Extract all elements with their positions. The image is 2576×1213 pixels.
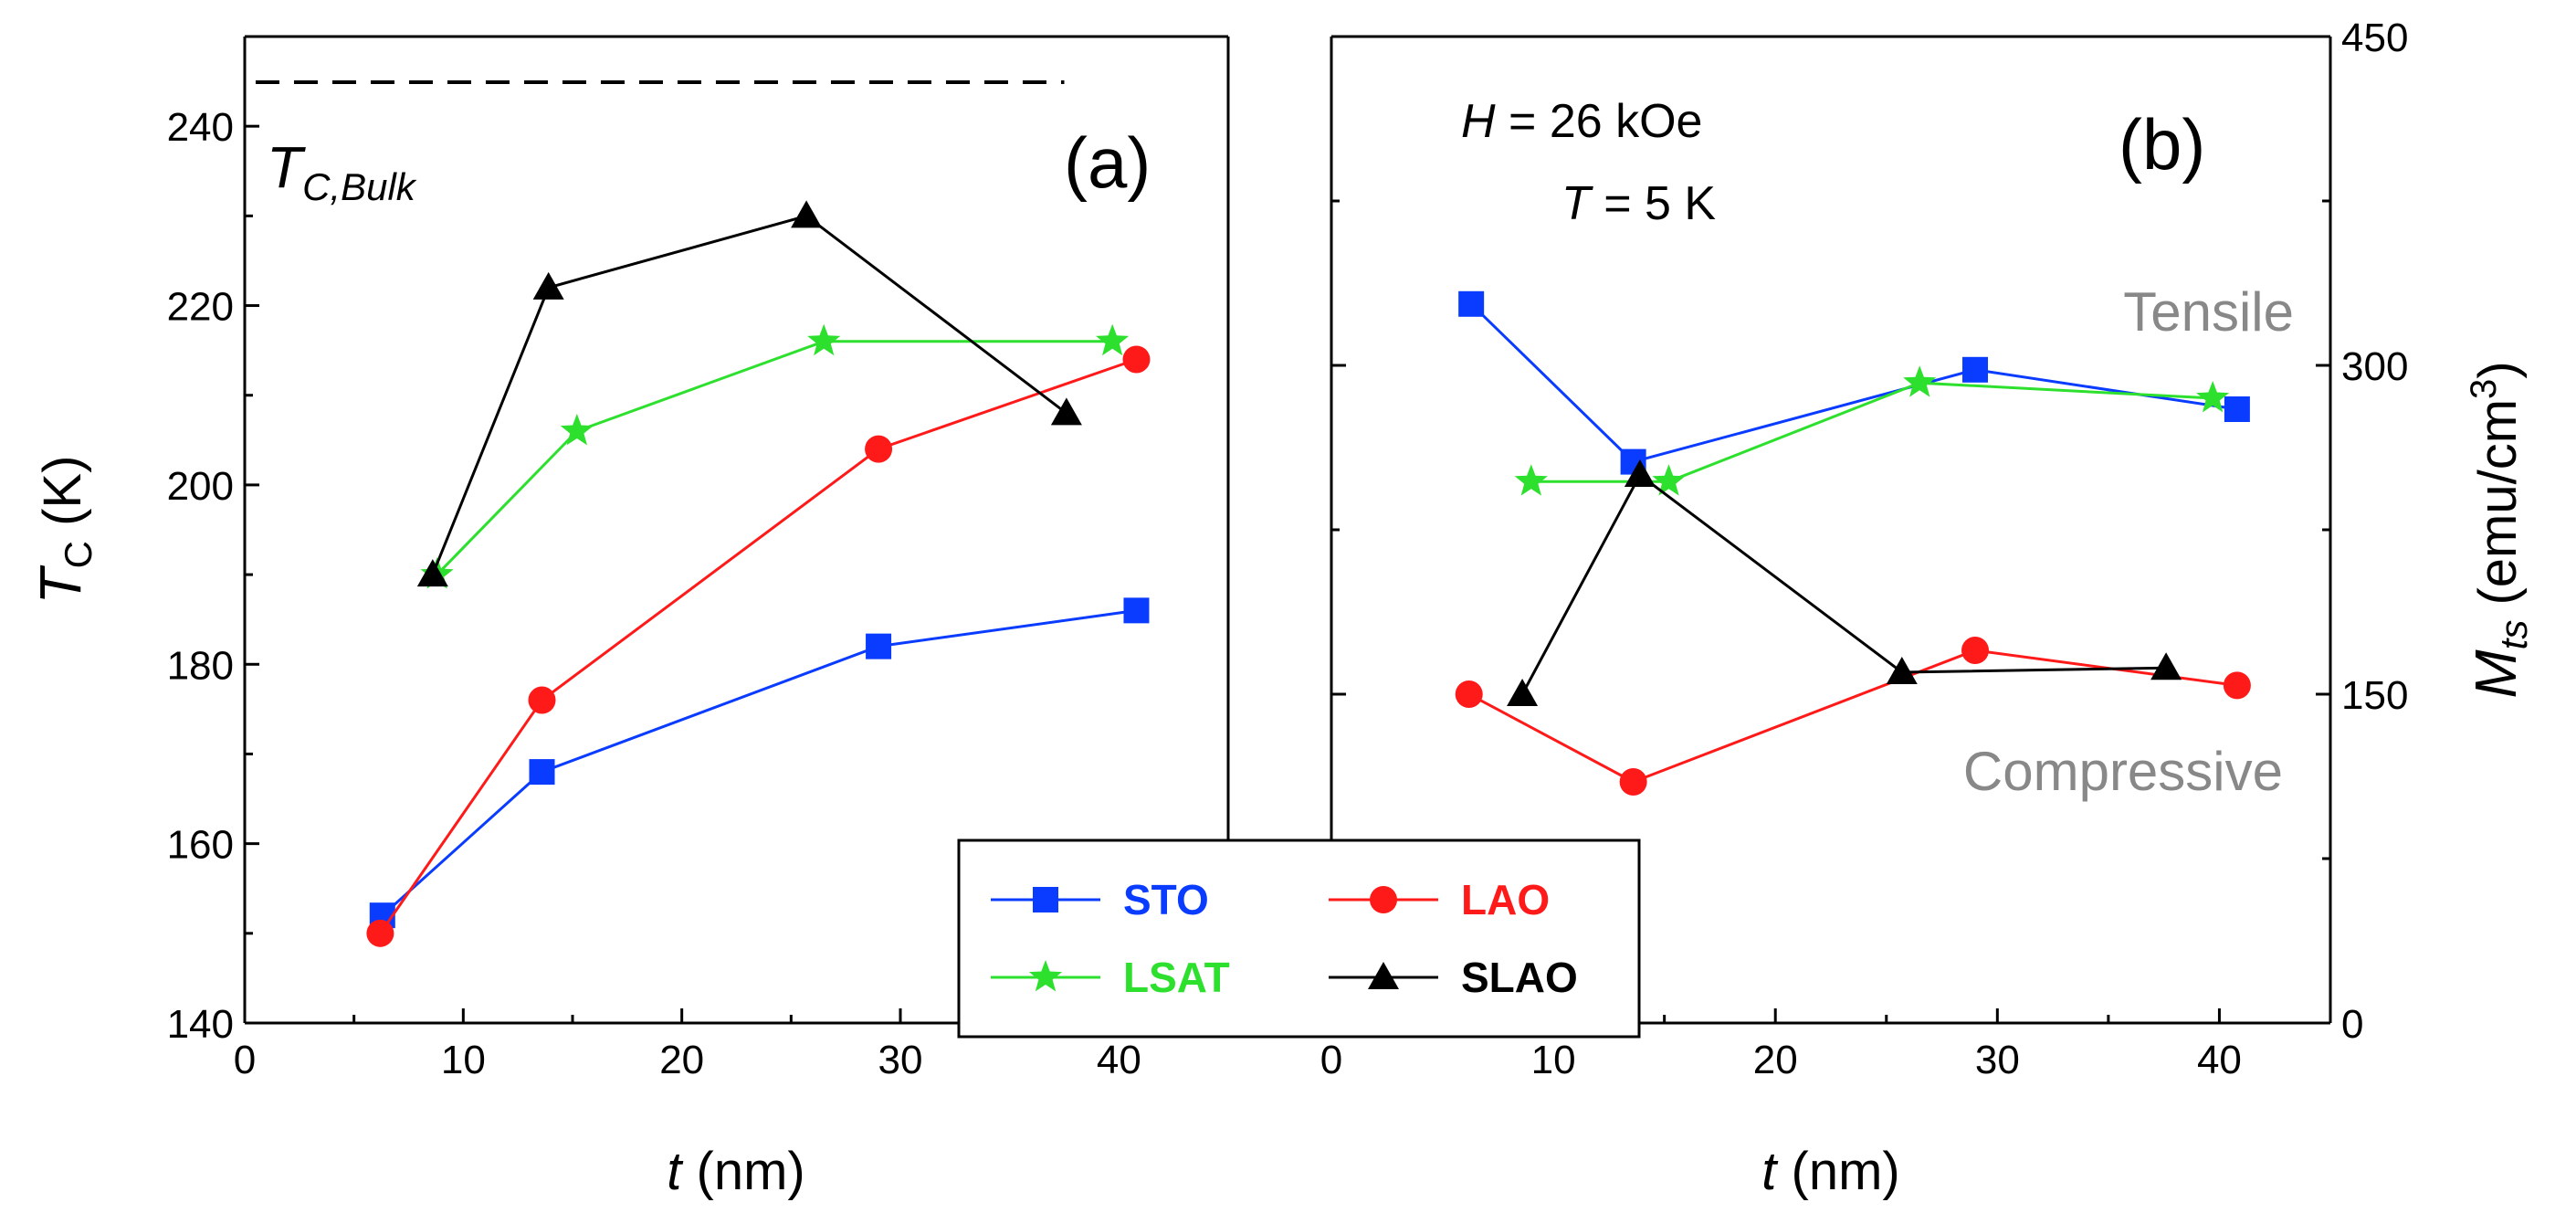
panel-a-series-lsat-point (1096, 323, 1130, 356)
panel-a-series-lao-point (1122, 345, 1151, 374)
panel-b-label: (b) (2119, 104, 2205, 185)
panel-a-series-sto-point (1123, 597, 1150, 624)
legend-lsat-marker (1028, 960, 1063, 992)
panel-a-series-sto-line (381, 608, 1137, 917)
panel-b-x-tick-label: 40 (2197, 1038, 2242, 1082)
panel-b-series-lao-point (1455, 680, 1483, 708)
panel-a-series-sto-point (866, 633, 892, 659)
panel-b-series-lao-point (2223, 671, 2251, 700)
panel-a-y-tick-label: 160 (167, 823, 234, 868)
panel-b-series-slao-point (1507, 679, 1539, 706)
panel-a-series-slao-point (416, 559, 448, 587)
panel-b-y-axis-label: Mts (emu/cm3) (2463, 361, 2535, 698)
compressive-annotation: Compressive (1963, 741, 2283, 802)
panel-b-series-lsat-line (1530, 381, 2213, 483)
panel-a-y-tick-label: 220 (167, 285, 234, 330)
panel-b-series-lsat-point (1514, 464, 1548, 496)
panel-a-series-lao-point (865, 435, 893, 463)
legend-slao-label: SLAO (1461, 954, 1578, 1001)
panel-a-series-lsat-point (807, 323, 841, 356)
legend: STO LAO LSAT SLAO (957, 839, 1641, 1039)
panel-a-x-tick-label: 20 (659, 1038, 704, 1082)
legend-lsat-label: LSAT (1123, 954, 1230, 1001)
panel-b-series-slao-point (2150, 652, 2182, 680)
legend-lao-marker (1370, 886, 1397, 913)
panel-a-series-lsat-line (436, 340, 1113, 576)
panel-b-series-sto-line (1470, 302, 2238, 464)
panel-b-y-tick-label: 0 (2341, 1002, 2363, 1047)
panel-b-series-slao-point (1886, 657, 1918, 684)
bulk-tc-label: TC,Bulk (267, 134, 417, 208)
panel-b-x-tick-label: 10 (1531, 1038, 1576, 1082)
panel-a-series-slao-line (431, 214, 1067, 575)
panel-b-y-tick-label: 150 (2341, 673, 2408, 718)
panel-b-series-sto-point (2224, 396, 2250, 422)
panel-a-series-slao-point (1050, 397, 1082, 426)
panel-a-series-lsat-point (560, 414, 594, 446)
panel-a-series-slao-point (791, 200, 823, 228)
tensile-annotation: Tensile (2123, 281, 2294, 343)
panel-b-y-tick-label: 300 (2341, 344, 2408, 389)
temperature-condition: T = 5 K (1561, 177, 1716, 230)
panel-b-series-lsat-point (1652, 464, 1686, 496)
panel-a-label: (a) (1064, 122, 1151, 203)
legend-box (957, 839, 1641, 1039)
panel-b-series-slao-point (1624, 459, 1656, 487)
panel-b-series-lao-point (1961, 637, 1990, 664)
legend-slao-marker (1368, 962, 1399, 989)
panel-a-x-tick-label: 10 (441, 1038, 486, 1082)
panel-a-x-tick-label: 0 (234, 1038, 256, 1082)
panel-a-y-tick-label: 240 (167, 105, 234, 150)
panel-a-y-tick-label: 140 (167, 1002, 234, 1047)
legend-sto-label: STO (1123, 876, 1209, 923)
panel-b-y-tick-label: 450 (2341, 16, 2408, 60)
panel-b-x-tick-label: 30 (1975, 1038, 2020, 1082)
panel-a-series-sto-point (529, 759, 555, 786)
legend-sto-marker (1033, 887, 1058, 912)
panel-b-series-sto-point (1962, 356, 1989, 383)
panel-a-x-tick-label: 30 (878, 1038, 923, 1082)
panel-a-y-tick-label: 200 (167, 464, 234, 509)
panel-a-y-axis-label: TC (K) (27, 456, 100, 605)
panel-b-x-axis-label: t (nm) (1761, 1142, 1899, 1201)
panel-a-series-lao-point (528, 686, 556, 714)
panel-a-x-tick-label: 40 (1097, 1038, 1141, 1082)
panel-b-x-tick-label: 0 (1320, 1038, 1342, 1082)
panel-a-series-lao-point (366, 919, 394, 947)
panel-a-x-axis-label: t (nm) (667, 1142, 804, 1201)
panel-b-series-lsat-point (1903, 365, 1937, 397)
panel-a-series-lao-line (379, 358, 1137, 934)
panel-b-series-slao-line (1520, 472, 2167, 695)
panel-b-series-lao-point (1619, 768, 1647, 796)
panel-b: 0 10 20 30 40 0 150 300 450 H = 26 kOe T = 5 K (… (1320, 16, 2535, 1201)
panel-b-x-tick-label: 20 (1753, 1038, 1798, 1082)
panel-b-series-sto-point (1458, 290, 1485, 317)
panel-b-series-lsat-point (2196, 381, 2230, 413)
panel-a-y-tick-label: 180 (167, 643, 234, 688)
field-condition: H = 26 kOe (1461, 95, 1702, 148)
panel-a-series-slao-point (532, 271, 564, 300)
legend-lao-label: LAO (1461, 876, 1550, 923)
